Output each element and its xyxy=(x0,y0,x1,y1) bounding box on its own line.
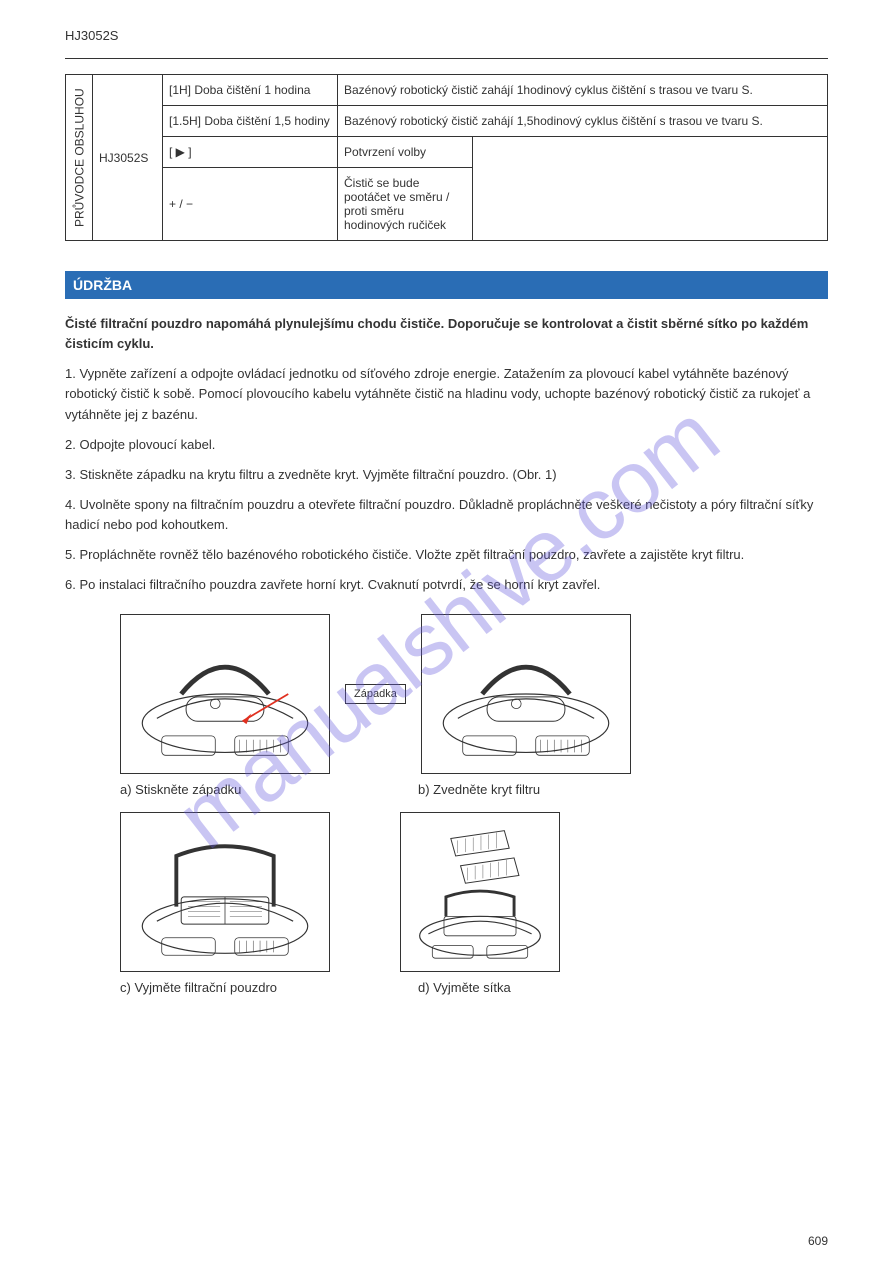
figure-d xyxy=(400,812,560,972)
caption-d: d) Vyjměte sítka xyxy=(418,980,511,995)
maintenance-step: 6. Po instalaci filtračního pouzdra zavř… xyxy=(65,575,828,595)
caption-a: a) Stiskněte západku xyxy=(120,782,418,797)
table-cell: [1.5H] Doba čištění 1,5 hodiny xyxy=(163,106,338,137)
guide-table: PRŮVODCE OBSLUHOU HJ3052S [1H] Doba čišt… xyxy=(65,74,828,241)
table-row: PRŮVODCE OBSLUHOU HJ3052S [1H] Doba čišt… xyxy=(66,75,828,106)
figure-row-1: Západka xyxy=(120,614,828,774)
caption-row-2: c) Vyjměte filtrační pouzdro d) Vyjměte … xyxy=(120,980,828,995)
table-cell: Čistič se bude pootáčet ve směru / proti… xyxy=(338,168,473,241)
caption-row-1: a) Stiskněte západku b) Zvedněte kryt fi… xyxy=(120,782,828,797)
header-rule xyxy=(65,58,828,59)
table-row: [ ▶ ] Potvrzení volby xyxy=(66,137,828,168)
maintenance-step: 3. Stiskněte západku na krytu filtru a z… xyxy=(65,465,828,485)
maintenance-step: 4. Uvolněte spony na filtračním pouzdru … xyxy=(65,495,828,535)
maintenance-step: 1. Vypněte zařízení a odpojte ovládací j… xyxy=(65,364,828,424)
table-model-cell: HJ3052S xyxy=(93,75,163,241)
table-cell: + / − xyxy=(163,168,338,241)
product-header: HJ3052S xyxy=(65,28,828,43)
table-row: [1.5H] Doba čištění 1,5 hodiny Bazénový … xyxy=(66,106,828,137)
section-title-bar: ÚDRŽBA xyxy=(65,271,828,299)
figure-c xyxy=(120,812,330,972)
table-cell: Bazénový robotický čistič zahájí 1hodino… xyxy=(338,75,828,106)
caption-b: b) Zvedněte kryt filtru xyxy=(418,782,540,797)
caption-c: c) Vyjměte filtrační pouzdro xyxy=(120,980,418,995)
figure-b xyxy=(421,614,631,774)
figure-a xyxy=(120,614,330,774)
table-vert-label: PRŮVODCE OBSLUHOU xyxy=(66,75,93,241)
maintenance-step: 2. Odpojte plovoucí kabel. xyxy=(65,435,828,455)
page-number: 609 xyxy=(808,1234,828,1248)
table-cell: Bazénový robotický čistič zahájí 1,5hodi… xyxy=(338,106,828,137)
table-cell xyxy=(473,137,828,241)
maintenance-step: 5. Propláchněte rovněž tělo bazénového r… xyxy=(65,545,828,565)
table-cell: [1H] Doba čištění 1 hodina xyxy=(163,75,338,106)
maintenance-intro: Čisté filtrační pouzdro napomáhá plynule… xyxy=(65,314,828,354)
table-cell: Potvrzení volby xyxy=(338,137,473,168)
latch-label-box: Západka xyxy=(345,684,406,704)
figure-row-2 xyxy=(120,812,828,972)
table-cell: [ ▶ ] xyxy=(163,137,338,168)
